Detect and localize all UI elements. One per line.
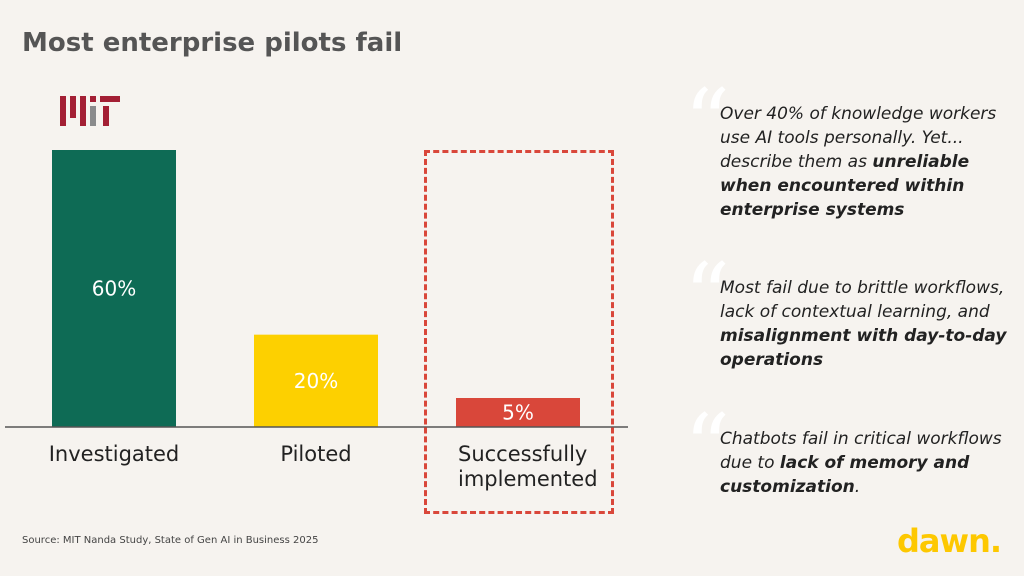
data-label-1: 20% xyxy=(294,369,338,393)
quote-mark-icon: “ xyxy=(684,395,731,500)
brand-logo: dawn. xyxy=(897,522,1002,560)
category-label-investigated: Investigated xyxy=(48,442,180,466)
quote-2: Most fail due to brittle workflows, lack… xyxy=(720,278,1007,370)
quote-mark-icon: “ xyxy=(684,70,731,175)
slide-title: Most enterprise pilots fail xyxy=(22,28,403,58)
highlight-dashed-box xyxy=(424,150,614,514)
bar-0 xyxy=(52,150,176,427)
mit-logo xyxy=(60,96,120,126)
bar-chart: 60% 20% 5% xyxy=(5,150,628,428)
quote-mark-icon: “ xyxy=(684,244,731,349)
data-label-2: 5% xyxy=(502,401,534,425)
category-label-piloted: Piloted xyxy=(280,442,352,466)
category-label-successfully-implemented: Successfully implemented xyxy=(458,442,598,491)
bar-1 xyxy=(254,334,378,427)
quote-3: Chatbots fail in critical workflows due … xyxy=(720,429,1002,497)
quote-1: Over 40% of knowledge workers use AI too… xyxy=(720,104,997,220)
source-note: Source: MIT Nanda Study, State of Gen AI… xyxy=(22,535,319,546)
bar-2 xyxy=(456,398,580,427)
data-label-0: 60% xyxy=(92,277,136,301)
